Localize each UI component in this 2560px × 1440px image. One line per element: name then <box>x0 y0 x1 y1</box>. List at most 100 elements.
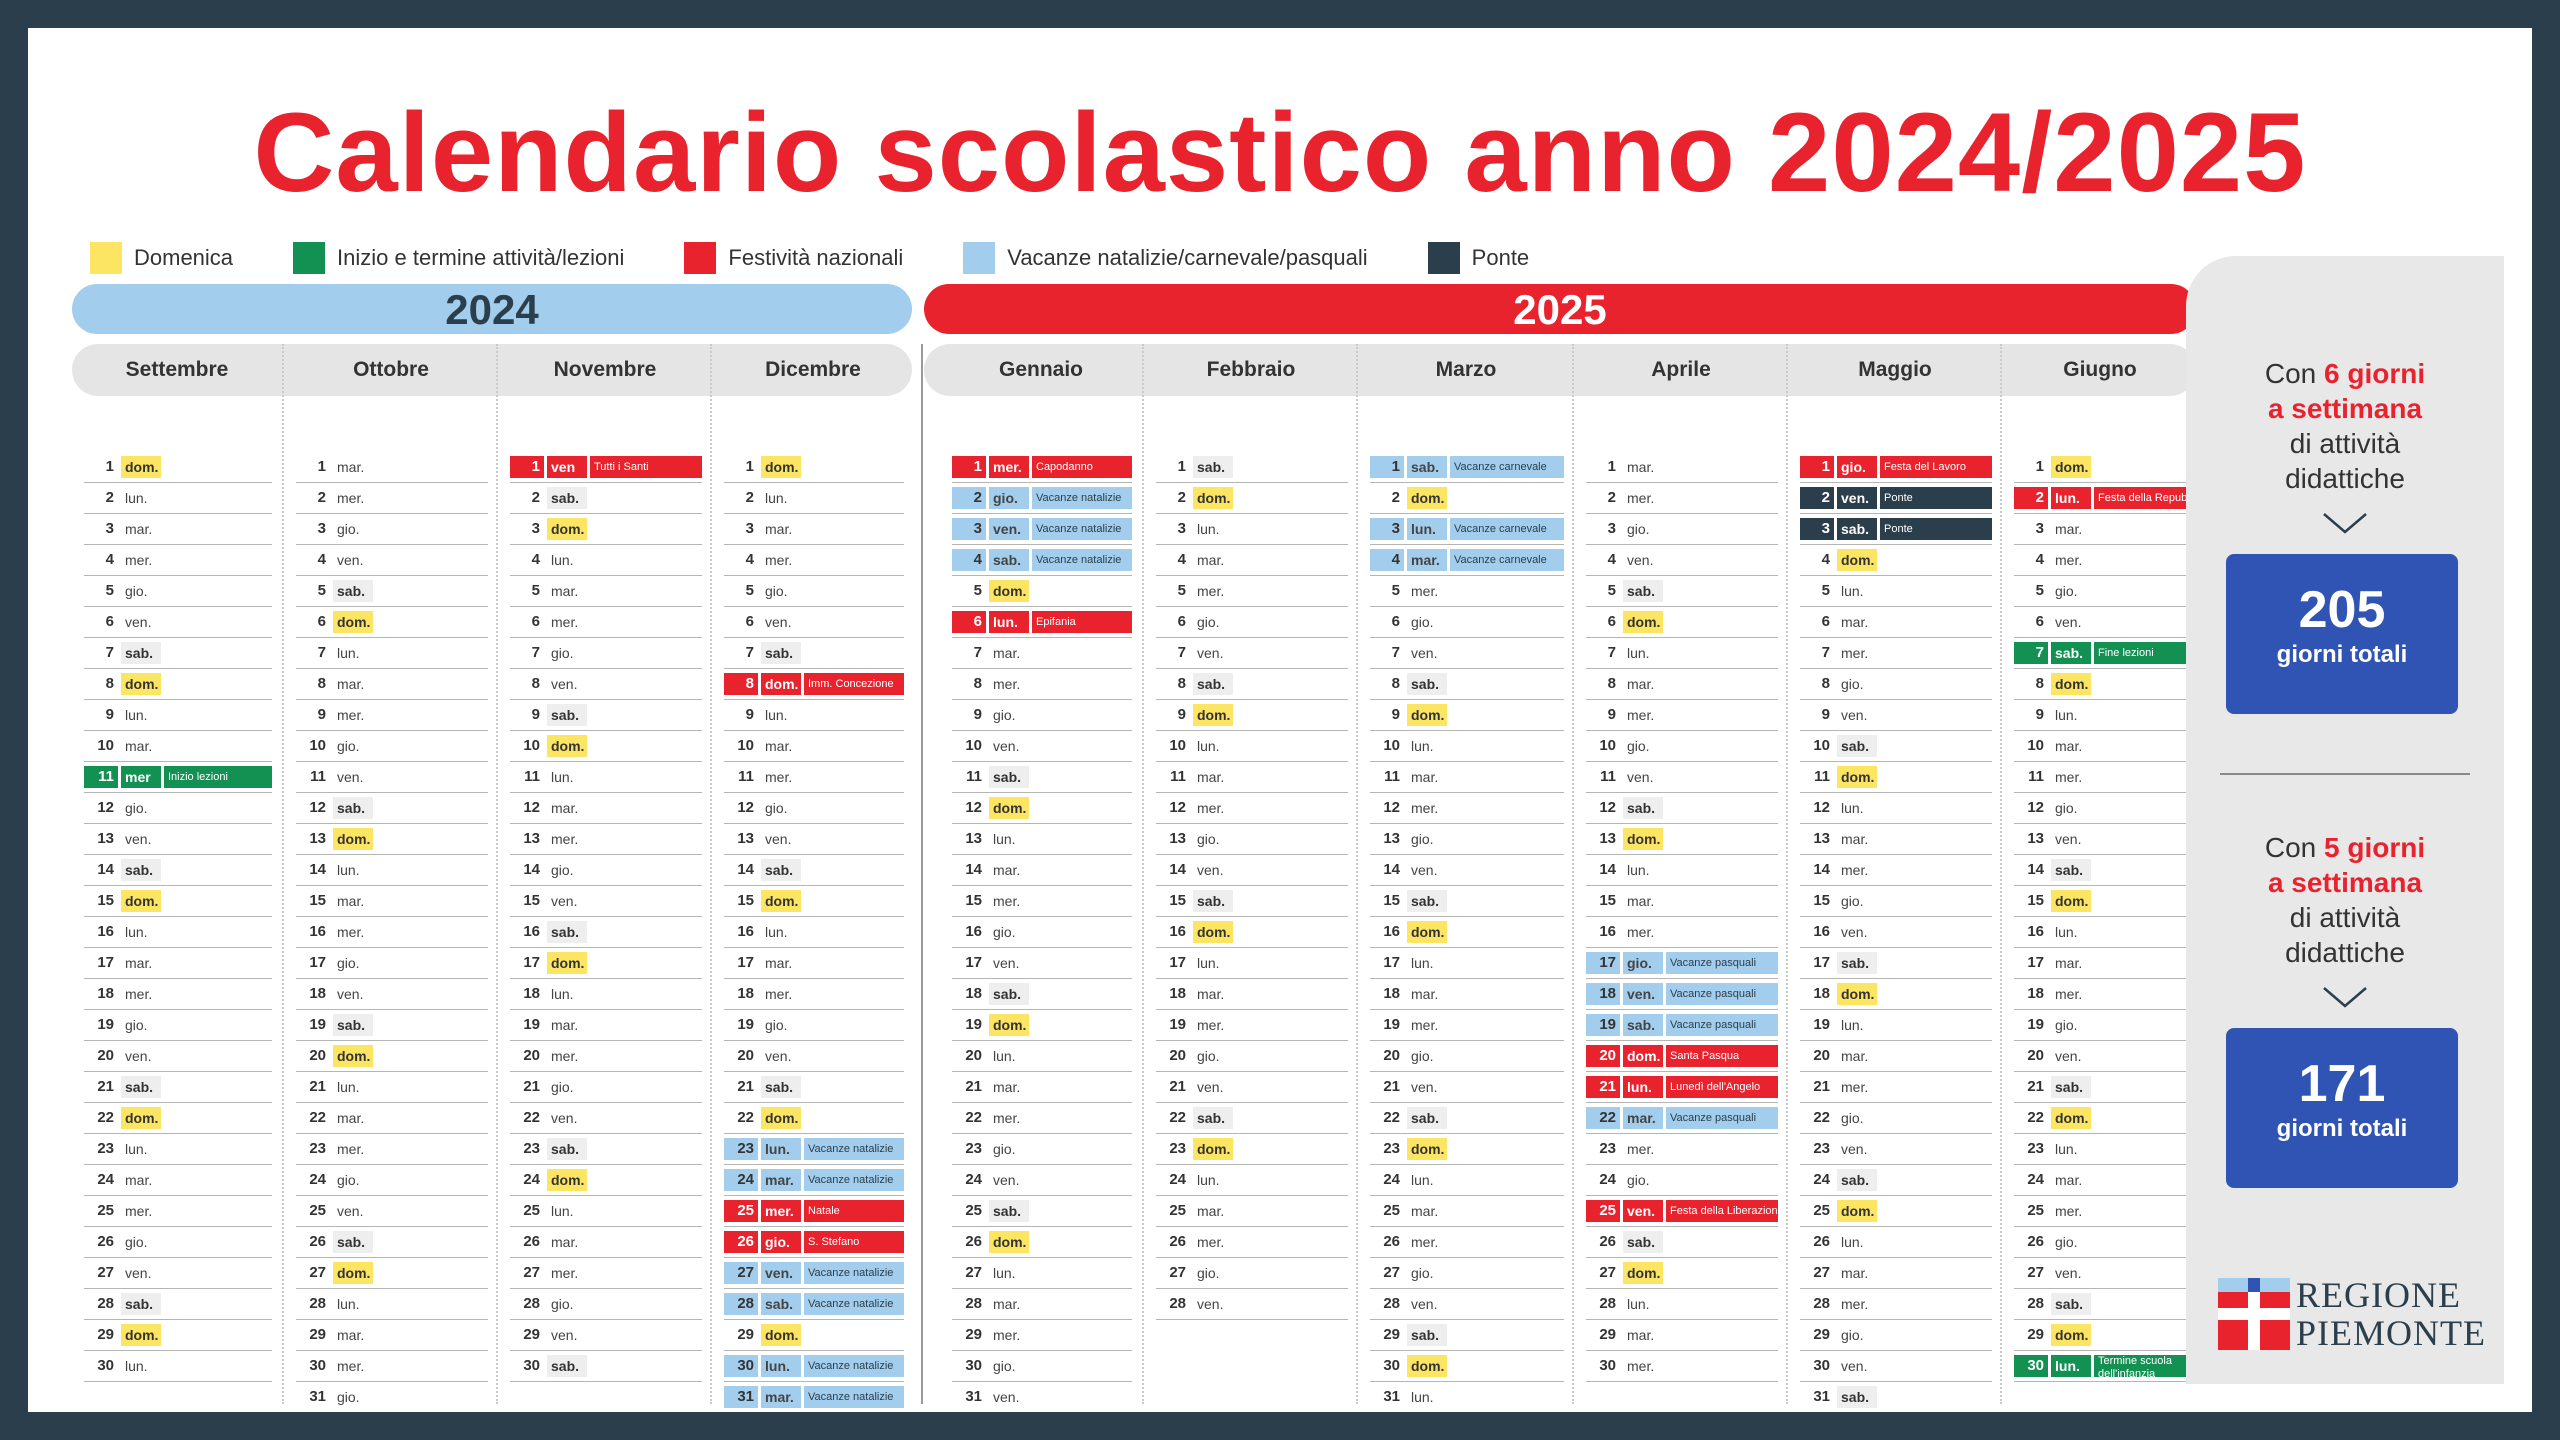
weekday: sab. <box>989 983 1029 1005</box>
weekday: mar. <box>761 1386 801 1408</box>
day-number: 19 <box>1169 1016 1186 1033</box>
five-days-line4: didattiche <box>2285 937 2405 968</box>
day-number: 4 <box>745 551 754 568</box>
day-number: 25 <box>724 1200 758 1222</box>
day-number: 24 <box>724 1169 758 1191</box>
weekday: lun. <box>551 986 574 1002</box>
day-number: 16 <box>2027 923 2044 940</box>
weekday: mer. <box>551 831 579 847</box>
day-number: 29 <box>523 1326 540 1343</box>
day-number: 23 <box>1383 1140 1400 1157</box>
day-number: 7 <box>973 644 982 661</box>
event-label: Vacanze carnevale <box>1450 549 1564 571</box>
day-row: 2 dom. <box>1370 483 1564 514</box>
day-number: 20 <box>1383 1047 1400 1064</box>
weekday: sab. <box>761 1076 801 1098</box>
day-row: 17 mar. <box>2014 948 2188 979</box>
day-number: 24 <box>1383 1171 1400 1188</box>
weekday: sab. <box>1623 797 1663 819</box>
weekday: gio. <box>1411 831 1434 847</box>
day-number: 15 <box>965 892 982 909</box>
day-row: 23 lun. <box>2014 1134 2188 1165</box>
day-number: 2 <box>105 489 114 506</box>
day-number: 11 <box>310 768 326 785</box>
month-name: Dicembre <box>765 358 861 381</box>
day-number: 20 <box>737 1047 754 1064</box>
day-number: 9 <box>531 706 540 723</box>
day-row: 10 dom. <box>510 731 702 762</box>
day-number: 30 <box>965 1357 982 1374</box>
day-number: 17 <box>309 954 326 971</box>
event-label: Vacanze pasquali <box>1666 1014 1778 1036</box>
day-row: 6 ven. <box>84 607 272 638</box>
weekday: sab. <box>547 1355 587 1377</box>
weekday: mar. <box>1627 676 1655 692</box>
weekday: gio. <box>551 862 574 878</box>
day-row: 27 gio. <box>1370 1258 1564 1289</box>
day-row: 16 dom. <box>1370 917 1564 948</box>
day-number: 11 <box>1600 768 1616 785</box>
weekday: ven. <box>765 614 792 630</box>
weekday: sab. <box>2051 1293 2091 1315</box>
weekday: lun. <box>1411 1172 1434 1188</box>
day-number: 11 <box>1814 768 1830 785</box>
day-row: 23 sab. <box>510 1134 702 1165</box>
weekday: mer. <box>989 456 1029 478</box>
day-number: 20 <box>2027 1047 2044 1064</box>
day-row: 5 dom. <box>952 576 1132 607</box>
event-label: Ponte <box>1880 518 1992 540</box>
weekday: lun. <box>125 707 148 723</box>
day-row: 7 lun. <box>296 638 488 669</box>
day-number: 25 <box>1169 1202 1186 1219</box>
day-row: 2 sab. <box>510 483 702 514</box>
day-row: 10 ven. <box>952 731 1132 762</box>
day-number: 16 <box>523 923 540 940</box>
day-number: 1 <box>1370 456 1404 478</box>
day-number: 10 <box>965 737 982 754</box>
day-row: 24 ven. <box>952 1165 1132 1196</box>
day-number: 15 <box>523 892 540 909</box>
weekday: gio. <box>551 1296 574 1312</box>
chevron-down-icon <box>2323 513 2367 534</box>
day-row: 7 ven. <box>1156 638 1348 669</box>
day-number: 4 <box>1370 549 1404 571</box>
day-number: 24 <box>97 1171 114 1188</box>
day-number: 6 <box>1821 613 1830 630</box>
day-row: 26 sab. <box>1586 1227 1778 1258</box>
legend-label: Festività nazionali <box>728 245 904 270</box>
weekday: mar. <box>1841 1265 1869 1281</box>
day-row: 12 mer. <box>1156 793 1348 824</box>
day-number: 7 <box>1607 644 1616 661</box>
weekday: mar. <box>765 955 793 971</box>
legend-item: Domenica <box>90 242 233 274</box>
event-label: Vacanze carnevale <box>1450 518 1564 540</box>
weekday: mer. <box>337 1358 365 1374</box>
day-row: 15 dom. <box>2014 886 2188 917</box>
day-row: 29 sab. <box>1370 1320 1564 1351</box>
weekday: lun. <box>1197 955 1220 971</box>
day-number: 18 <box>1383 985 1400 1002</box>
day-row: 11 mar. <box>1156 762 1348 793</box>
day-number: 10 <box>737 737 754 754</box>
event-label: Vacanze natalizie <box>804 1386 904 1408</box>
weekday: mer. <box>993 676 1021 692</box>
day-row: 19 sab. <box>296 1010 488 1041</box>
weekday: ven. <box>765 831 792 847</box>
day-number: 6 <box>105 613 114 630</box>
day-number: 18 <box>2027 985 2044 1002</box>
day-number: 29 <box>309 1326 326 1343</box>
day-row: 19 gio. <box>724 1010 904 1041</box>
day-number: 31 <box>1813 1388 1830 1405</box>
day-number: 26 <box>1599 1233 1616 1250</box>
day-number: 3 <box>2035 520 2044 537</box>
weekday: mar. <box>337 1327 365 1343</box>
day-row: 18 dom. <box>1800 979 1992 1010</box>
day-number: 21 <box>2027 1078 2044 1095</box>
day-list: 1 sab. Vacanze carnevale 2 dom. 3 lun. Vacanze … <box>1370 452 1564 1412</box>
event-label: Vacanze natalizie <box>804 1262 904 1284</box>
day-number: 10 <box>1169 737 1186 754</box>
day-row: 5 lun. <box>1800 576 1992 607</box>
day-row: 2 lun. <box>724 483 904 514</box>
day-list: 1 dom. 2 lun. 3 mar. 4 mer. 5 gio. 6 ven. 7 sab. 8 dom.… <box>84 452 272 1382</box>
weekday: mer. <box>2055 552 2083 568</box>
